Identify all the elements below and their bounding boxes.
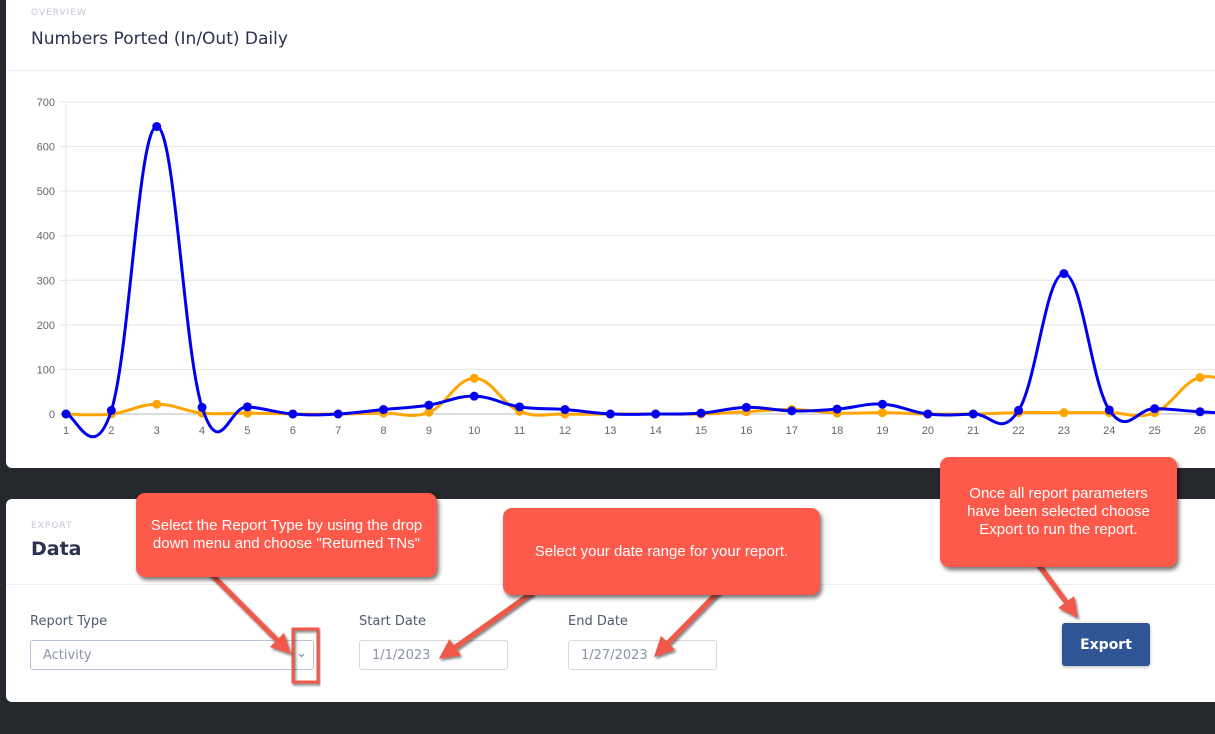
x-tick-label: 8	[380, 425, 386, 437]
data-point	[288, 409, 298, 419]
data-point	[1195, 372, 1205, 382]
x-tick-label: 15	[695, 425, 707, 437]
data-point	[469, 373, 479, 383]
report-type-select[interactable]: Activity ⌄	[30, 640, 314, 670]
callout-report-type: Select the Report Type by using the drop…	[136, 493, 437, 577]
data-point	[197, 402, 207, 412]
data-point	[923, 409, 933, 419]
y-tick-label: 0	[49, 409, 55, 421]
x-tick-label: 6	[290, 425, 296, 437]
data-point	[651, 409, 661, 419]
overview-eyebrow: OVERVIEW	[31, 8, 87, 18]
export-title: Data	[31, 538, 82, 560]
x-tick-label: 7	[335, 425, 341, 437]
end-date-input[interactable]: 1/27/2023	[568, 640, 717, 670]
x-tick-label: 24	[1103, 425, 1115, 437]
y-tick-label: 600	[37, 142, 55, 154]
x-tick-label: 14	[650, 425, 662, 437]
callout-date-range: Select your date range for your report.	[503, 508, 820, 595]
data-point	[605, 409, 615, 419]
data-point	[61, 409, 71, 419]
data-point	[1150, 404, 1160, 414]
chevron-down-icon[interactable]: ⌄	[296, 646, 307, 661]
x-tick-label: 21	[967, 425, 979, 437]
data-point	[152, 399, 162, 409]
chart-title: Numbers Ported (In/Out) Daily	[31, 29, 288, 49]
data-point	[1195, 407, 1205, 417]
data-point	[877, 399, 887, 409]
data-point	[1014, 405, 1024, 415]
x-tick-label: 13	[604, 425, 616, 437]
x-tick-label: 19	[876, 425, 888, 437]
data-point	[424, 407, 434, 417]
start-date-input[interactable]: 1/1/2023	[359, 640, 508, 670]
x-tick-label: 1	[63, 425, 69, 437]
data-point	[242, 408, 252, 418]
x-tick-label: 12	[559, 425, 571, 437]
x-tick-label: 22	[1012, 425, 1024, 437]
data-point	[560, 405, 570, 415]
data-point	[1059, 408, 1069, 418]
data-point	[741, 402, 751, 412]
x-tick-label: 3	[154, 425, 160, 437]
data-point	[424, 400, 434, 410]
x-tick-label: 4	[199, 425, 205, 437]
data-point	[968, 409, 978, 419]
data-point	[106, 405, 116, 415]
x-tick-label: 25	[1149, 425, 1161, 437]
data-point	[877, 408, 887, 418]
data-point	[379, 405, 389, 415]
y-tick-label: 100	[37, 364, 55, 376]
series-line	[65, 125, 1215, 439]
y-tick-label: 700	[37, 97, 55, 109]
x-tick-label: 23	[1058, 425, 1070, 437]
x-tick-label: 18	[831, 425, 843, 437]
overview-card: OVERVIEW Numbers Ported (In/Out) Daily	[6, 0, 1215, 468]
data-point	[787, 406, 797, 416]
report-type-label: Report Type	[30, 614, 108, 629]
x-tick-label: 2	[108, 425, 114, 437]
data-point	[333, 409, 343, 419]
x-tick-label: 10	[468, 425, 480, 437]
data-point	[1059, 269, 1069, 279]
data-point	[152, 122, 162, 132]
report-type-value: Activity	[43, 648, 92, 663]
data-point	[832, 404, 842, 414]
export-button[interactable]: Export	[1062, 623, 1150, 666]
y-tick-label: 500	[37, 186, 55, 198]
callout-export: Once all report parameters have been sel…	[940, 457, 1177, 567]
x-tick-label: 26	[1194, 425, 1206, 437]
data-point	[469, 391, 479, 401]
y-tick-label: 400	[37, 231, 55, 243]
x-tick-label: 11	[514, 425, 525, 437]
x-tick-label: 9	[426, 425, 432, 437]
x-tick-label: 5	[244, 425, 250, 437]
divider	[6, 70, 1215, 71]
start-date-label: Start Date	[359, 614, 426, 629]
data-point	[696, 408, 706, 418]
y-tick-label: 300	[37, 275, 55, 287]
x-tick-label: 17	[786, 425, 798, 437]
data-point	[515, 402, 525, 412]
y-tick-label: 200	[37, 320, 55, 332]
x-tick-label: 16	[740, 425, 752, 437]
end-date-label: End Date	[568, 614, 628, 629]
export-eyebrow: EXPORT	[31, 521, 73, 531]
data-point	[242, 402, 252, 412]
data-point	[1104, 405, 1114, 415]
x-tick-label: 20	[922, 425, 934, 437]
